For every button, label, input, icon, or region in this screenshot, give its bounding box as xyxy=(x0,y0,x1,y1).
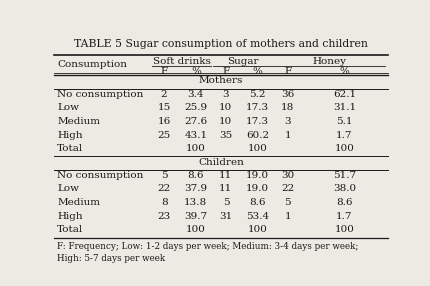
Text: 1: 1 xyxy=(284,212,290,221)
Text: 53.4: 53.4 xyxy=(246,212,269,221)
Text: 5: 5 xyxy=(284,198,290,207)
Text: High: 5-7 days per week: High: 5-7 days per week xyxy=(57,254,165,263)
Text: 10: 10 xyxy=(219,117,232,126)
Text: 2: 2 xyxy=(160,90,167,99)
Text: 37.9: 37.9 xyxy=(184,184,207,194)
Text: 31: 31 xyxy=(219,212,232,221)
Text: 18: 18 xyxy=(280,103,294,112)
Text: Soft drinks: Soft drinks xyxy=(152,57,210,66)
Text: 62.1: 62.1 xyxy=(332,90,355,99)
Text: 25: 25 xyxy=(157,130,170,140)
Text: 39.7: 39.7 xyxy=(184,212,207,221)
Text: 3: 3 xyxy=(284,117,290,126)
Text: Consumption: Consumption xyxy=(57,59,127,69)
Text: Children: Children xyxy=(197,158,243,167)
Text: 11: 11 xyxy=(219,171,232,180)
Text: 43.1: 43.1 xyxy=(184,130,207,140)
Text: Mothers: Mothers xyxy=(198,76,243,86)
Text: 10: 10 xyxy=(219,103,232,112)
Text: F: F xyxy=(160,67,167,76)
Text: 5: 5 xyxy=(222,198,229,207)
Text: 100: 100 xyxy=(247,225,267,235)
Text: 30: 30 xyxy=(280,171,294,180)
Text: Low: Low xyxy=(57,103,79,112)
Text: 100: 100 xyxy=(185,144,205,153)
Text: 1.7: 1.7 xyxy=(335,130,352,140)
Text: No consumption: No consumption xyxy=(57,171,143,180)
Text: 100: 100 xyxy=(185,225,205,235)
Text: %: % xyxy=(190,67,200,76)
Text: 8.6: 8.6 xyxy=(187,171,204,180)
Text: 35: 35 xyxy=(219,130,232,140)
Text: F: F xyxy=(283,67,291,76)
Text: 1.7: 1.7 xyxy=(335,212,352,221)
Text: %: % xyxy=(339,67,349,76)
Text: 3.4: 3.4 xyxy=(187,90,204,99)
Text: 11: 11 xyxy=(219,184,232,194)
Text: 8: 8 xyxy=(160,198,167,207)
Text: Total: Total xyxy=(57,225,83,235)
Text: 31.1: 31.1 xyxy=(332,103,355,112)
Text: 8.6: 8.6 xyxy=(249,198,265,207)
Text: F: Frequency; Low: 1-2 days per week; Medium: 3-4 days per week;: F: Frequency; Low: 1-2 days per week; Me… xyxy=(57,242,358,251)
Text: High: High xyxy=(57,212,83,221)
Text: 23: 23 xyxy=(157,212,170,221)
Text: 100: 100 xyxy=(334,225,353,235)
Text: 22: 22 xyxy=(280,184,294,194)
Text: 5.2: 5.2 xyxy=(249,90,265,99)
Text: Medium: Medium xyxy=(57,198,100,207)
Text: 19.0: 19.0 xyxy=(246,184,269,194)
Text: 22: 22 xyxy=(157,184,170,194)
Text: 27.6: 27.6 xyxy=(184,117,207,126)
Text: 17.3: 17.3 xyxy=(246,103,269,112)
Text: TABLE 5 Sugar consumption of mothers and children: TABLE 5 Sugar consumption of mothers and… xyxy=(74,39,367,49)
Text: 16: 16 xyxy=(157,117,170,126)
Text: No consumption: No consumption xyxy=(57,90,143,99)
Text: Total: Total xyxy=(57,144,83,153)
Text: 19.0: 19.0 xyxy=(246,171,269,180)
Text: 5.1: 5.1 xyxy=(335,117,352,126)
Text: High: High xyxy=(57,130,83,140)
Text: 3: 3 xyxy=(222,90,229,99)
Text: 5: 5 xyxy=(160,171,167,180)
Text: 51.7: 51.7 xyxy=(332,171,355,180)
Text: 60.2: 60.2 xyxy=(246,130,269,140)
Text: F: F xyxy=(222,67,229,76)
Text: Honey: Honey xyxy=(312,57,346,66)
Text: Low: Low xyxy=(57,184,79,194)
Text: 15: 15 xyxy=(157,103,170,112)
Text: 13.8: 13.8 xyxy=(184,198,207,207)
Text: 36: 36 xyxy=(280,90,294,99)
Text: Medium: Medium xyxy=(57,117,100,126)
Text: 100: 100 xyxy=(247,144,267,153)
Text: 8.6: 8.6 xyxy=(335,198,352,207)
Text: 100: 100 xyxy=(334,144,353,153)
Text: 17.3: 17.3 xyxy=(246,117,269,126)
Text: %: % xyxy=(252,67,262,76)
Text: 38.0: 38.0 xyxy=(332,184,355,194)
Text: 25.9: 25.9 xyxy=(184,103,207,112)
Text: 1: 1 xyxy=(284,130,290,140)
Text: Sugar: Sugar xyxy=(226,57,258,66)
